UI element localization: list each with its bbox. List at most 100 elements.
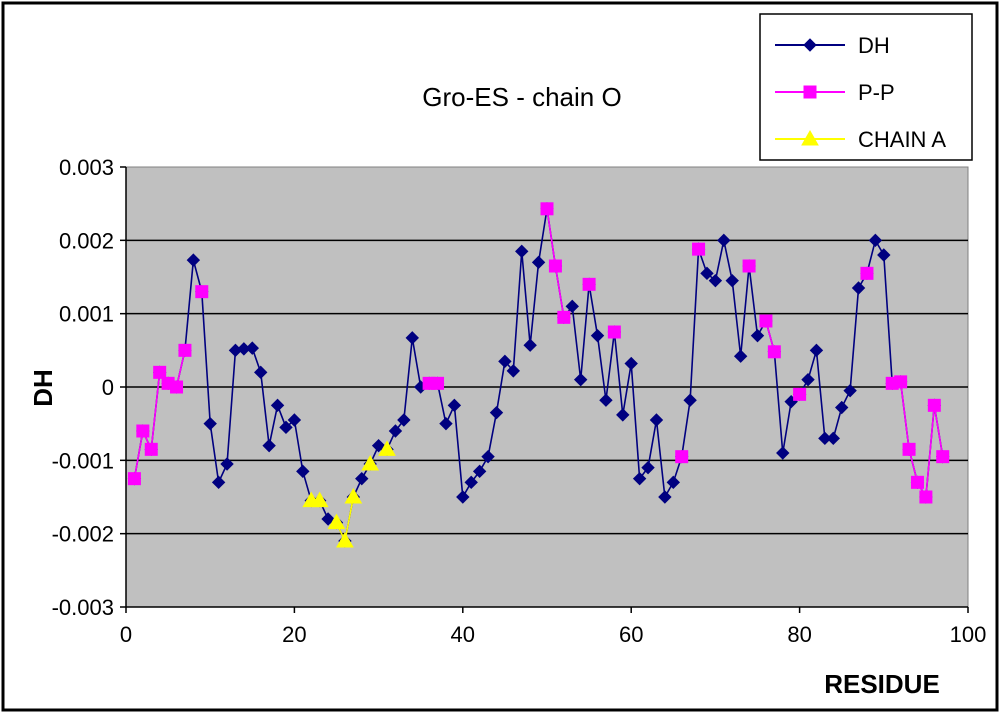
data-point-0-0-46 [515,244,529,259]
x-axis-title: RESIDUE [824,669,940,699]
data-point-2-3-0 [378,440,396,456]
data-point-0-0-63 [658,490,672,504]
data-point-0-0-62 [649,413,664,427]
data-point-1-12-3 [910,475,924,489]
x-tick-label-5: 100 [950,622,987,647]
data-point-0-0-71 [725,273,739,288]
data-point-0-0-89 [877,248,891,262]
data-point-0-0-48 [531,255,546,270]
data-point-1-12-2 [902,442,916,456]
data-point-0-0-20 [296,464,310,479]
data-point-1-2-1 [431,376,445,390]
data-point-1-12-5 [927,398,941,412]
data-point-0-0-86 [851,281,866,295]
data-point-0-0-56 [599,393,613,407]
data-point-0-0-17 [270,398,285,413]
data-point-1-0-5 [170,380,184,394]
y-tick-label-3: 0 [102,375,114,400]
data-point-1-3-0 [540,202,554,216]
y-tick-label-0: 0.003 [59,155,114,180]
data-point-0-0-84 [834,400,849,415]
series-layer [127,202,950,548]
data-point-0-0-43 [489,405,504,420]
data-point-1-3-1 [548,259,562,273]
data-point-0-0-81 [809,343,824,358]
data-point-0-0-31 [388,424,403,438]
data-point-1-10-0 [793,387,807,401]
data-point-1-0-6 [178,343,192,357]
data-point-1-7-0 [692,242,706,256]
chart-title: Gro-ES - chain O [422,82,621,112]
data-point-0-0-47 [523,338,537,352]
legend-marker-1 [803,85,817,99]
y-tick-label-6: -0.003 [52,595,114,620]
data-point-1-12-6 [936,450,950,464]
data-point-1-9-0 [759,314,773,328]
series-chain-a [302,440,396,548]
data-point-1-0-2 [144,442,158,456]
data-point-0-0-66 [683,393,697,407]
data-point-0-0-41 [472,464,487,479]
data-point-0-0-68 [700,266,714,281]
y-tick-label-2: 0.001 [59,302,114,327]
data-point-0-0-18 [279,420,293,435]
data-point-1-3-2 [557,310,571,324]
x-tick-label-3: 60 [619,622,643,647]
data-point-1-12-4 [919,490,933,504]
data-point-2-2-0 [361,454,380,471]
data-point-0-0-80 [801,372,815,387]
data-point-0-0-11 [220,457,234,471]
y-tick-label-4: -0.001 [52,448,114,473]
data-point-1-0-0 [127,472,141,486]
x-tick-label-1: 20 [282,622,306,647]
data-point-0-0-37 [439,416,453,431]
legend-box [759,13,973,161]
data-point-0-0-52 [565,299,579,314]
data-point-0-0-72 [733,349,748,363]
data-point-0-0-10 [211,475,226,490]
data-point-1-5-0 [607,325,621,339]
data-point-0-0-27 [355,471,369,486]
data-point-0-0-45 [506,364,521,378]
data-point-0-0-32 [397,413,411,427]
data-point-1-6-0 [675,450,689,464]
data-point-0-0-77 [776,446,790,460]
data-point-1-0-1 [136,424,150,438]
data-point-0-0-70 [717,233,731,248]
data-point-0-0-42 [481,449,495,464]
data-point-0-0-58 [616,408,630,422]
data-point-0-0-83 [826,431,840,446]
data-point-2-1-1 [336,531,354,548]
data-point-0-0-60 [632,471,647,486]
data-point-0-0-15 [254,365,268,380]
data-point-0-0-39 [456,490,470,504]
data-point-2-0-1 [310,491,329,508]
data-point-0-0-74 [750,328,765,343]
x-tick-label-0: 0 [120,622,132,647]
gridlines [126,239,968,535]
data-point-1-8-0 [742,259,756,273]
legend-label-1: P-P [858,80,895,105]
data-point-1-1-0 [195,285,209,299]
data-point-1-9-1 [767,345,781,359]
data-point-0-0-88 [868,233,883,248]
data-point-0-0-44 [498,354,512,369]
data-point-0-0-40 [464,475,478,490]
legend-marker-2 [801,129,819,146]
data-point-0-0-61 [641,460,655,475]
data-point-1-12-1 [894,375,908,389]
data-point-2-1-0 [327,513,346,530]
data-point-1-4-0 [582,277,596,291]
legend: DH P-P CHAIN A [759,13,973,161]
data-point-1-0-3 [153,365,167,379]
data-point-0-0-38 [447,398,462,413]
y-tick-label-5: -0.002 [52,522,114,547]
data-point-0-0-64 [666,475,681,490]
legend-label-0: DH [858,33,890,58]
data-point-0-0-53 [573,372,588,387]
legend-marker-0 [803,38,817,52]
x-tick-label-4: 80 [787,622,811,647]
